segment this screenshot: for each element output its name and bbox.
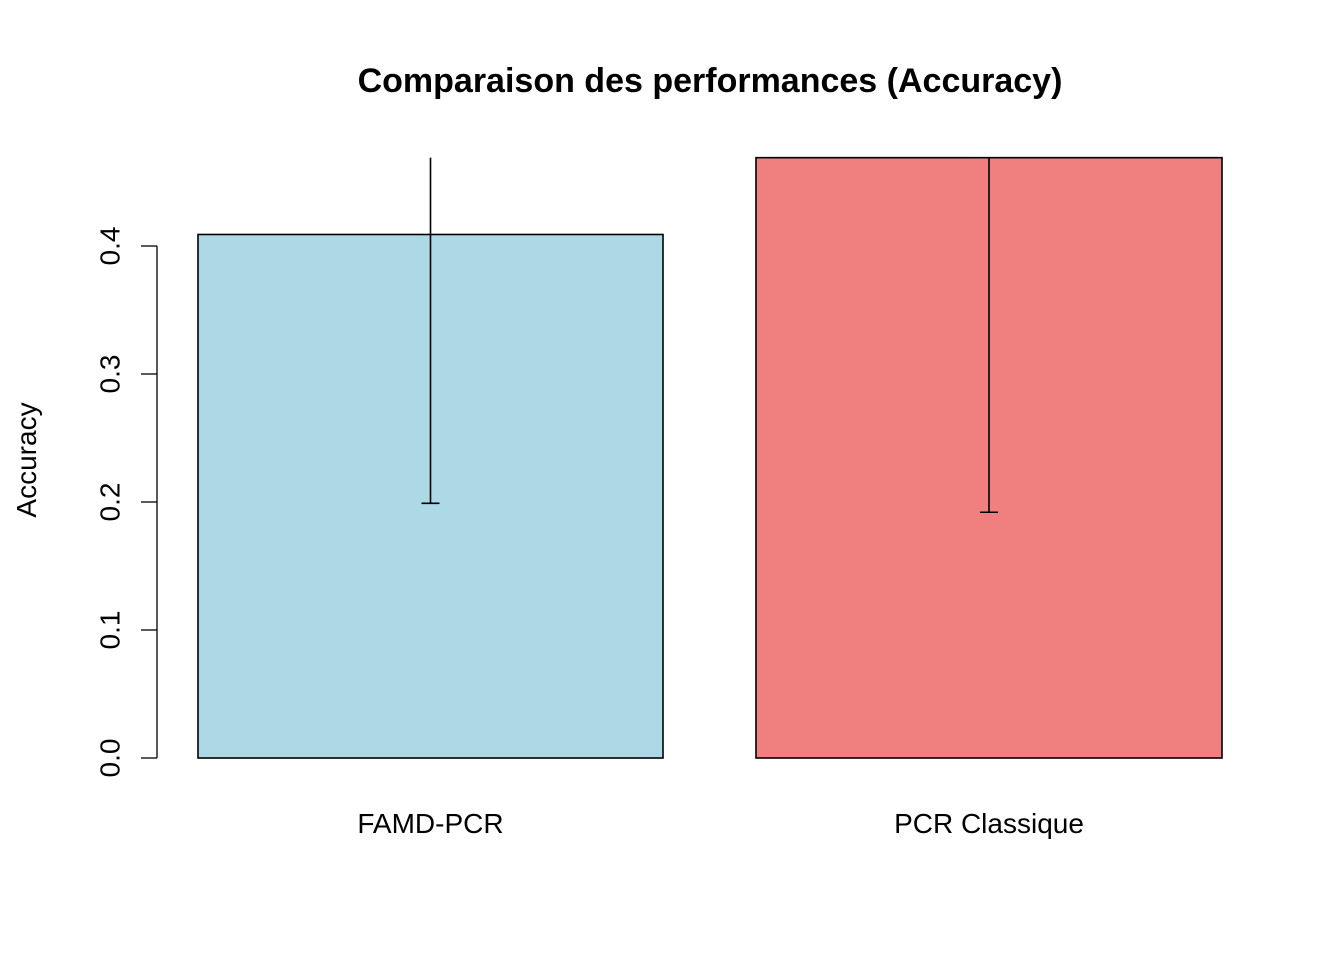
y-axis: 0.0 0.1 0.2 0.3 0.4 (95, 227, 158, 778)
y-tick-label: 0.2 (95, 483, 126, 522)
chart-title: Comparaison des performances (Accuracy) (358, 62, 1063, 100)
y-tick-label: 0.3 (95, 355, 126, 394)
y-tick-label: 0.1 (95, 611, 126, 650)
y-tick-label: 0.4 (95, 227, 126, 266)
y-axis-label: Accuracy (11, 402, 42, 517)
x-tick-label: PCR Classique (894, 808, 1084, 839)
y-tick-label: 0.0 (95, 739, 126, 778)
x-tick-label: FAMD-PCR (357, 808, 503, 839)
x-axis-labels: FAMD-PCR PCR Classique (357, 808, 1084, 839)
error-bars (421, 157, 998, 514)
bars (197, 156, 1223, 759)
